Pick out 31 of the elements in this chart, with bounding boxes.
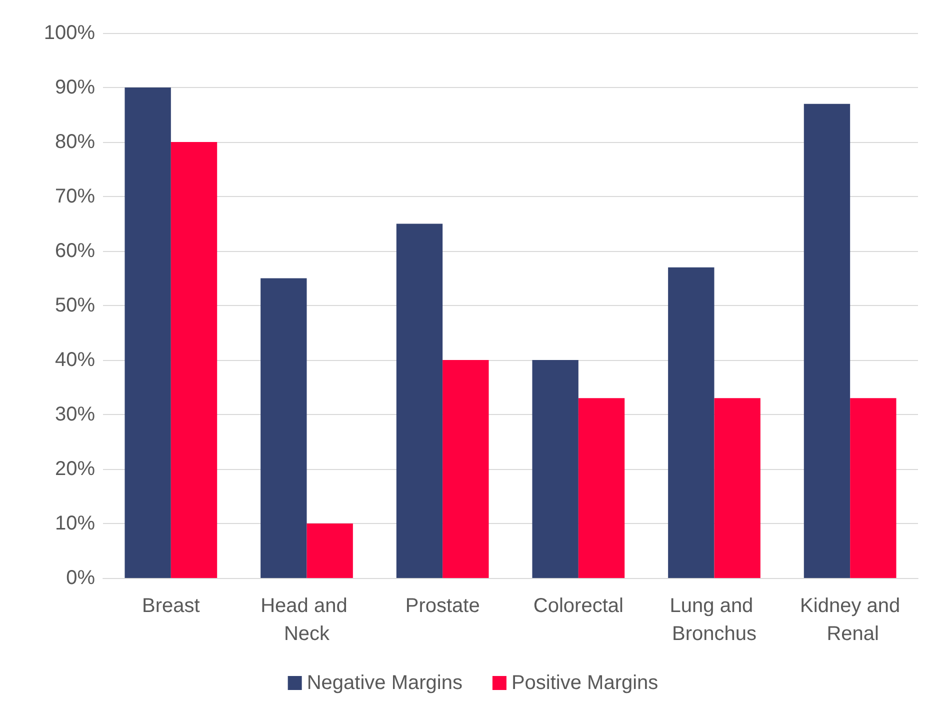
x-tick-label: Lung and Bronchus bbox=[670, 595, 759, 645]
bar bbox=[714, 398, 760, 578]
bar bbox=[668, 267, 714, 578]
x-tick-label: Kidney and Renal bbox=[800, 595, 900, 645]
y-tick-label: 90% bbox=[54, 76, 96, 98]
bar bbox=[804, 104, 850, 578]
x-tick-label: Breast bbox=[142, 595, 200, 617]
x-tick-label: Head and Neck bbox=[260, 595, 353, 645]
y-tick-label: 50% bbox=[54, 294, 96, 316]
bar bbox=[124, 88, 171, 578]
y-tick-label: 70% bbox=[54, 186, 96, 208]
y-tick-label: 80% bbox=[54, 131, 96, 153]
bar bbox=[578, 398, 625, 578]
y-tick-label: 60% bbox=[54, 240, 96, 262]
y-tick-label: 40% bbox=[54, 349, 96, 371]
y-tick-label: 20% bbox=[54, 458, 96, 480]
bar bbox=[396, 224, 443, 578]
bar bbox=[442, 360, 489, 578]
bar bbox=[532, 360, 578, 578]
x-tick-label: Colorectal bbox=[533, 595, 624, 617]
y-tick-label: 0% bbox=[66, 567, 96, 589]
y-tick-label: 30% bbox=[54, 404, 96, 426]
bar bbox=[260, 278, 307, 578]
bar bbox=[850, 398, 896, 578]
legend-label: Negative Margins bbox=[306, 672, 462, 694]
y-tick-label: 100% bbox=[44, 22, 96, 44]
bar bbox=[170, 142, 218, 578]
x-tick-label: Prostate bbox=[405, 595, 480, 617]
bar bbox=[306, 524, 353, 578]
legend-label: Positive Margins bbox=[511, 672, 658, 694]
y-tick-label: 10% bbox=[54, 512, 96, 534]
